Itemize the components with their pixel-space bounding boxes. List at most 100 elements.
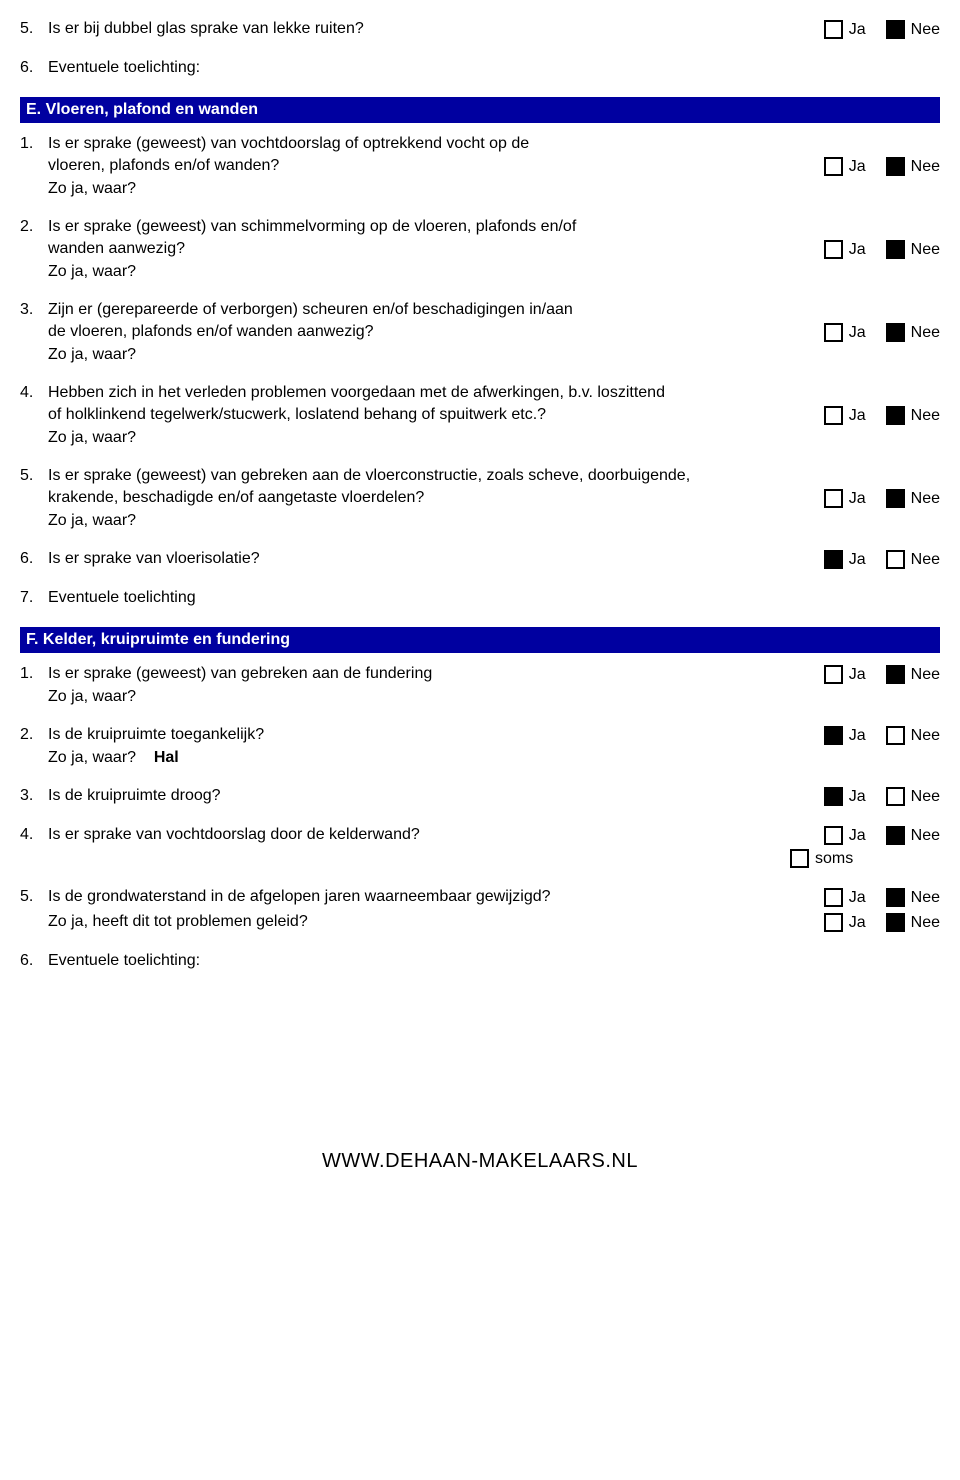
label-ja: Ja: [849, 551, 866, 569]
checkbox-nee[interactable]: [886, 665, 905, 684]
checkbox-ja[interactable]: [824, 826, 843, 845]
label-ja: Ja: [849, 666, 866, 684]
answer-checks: Ja Nee: [824, 826, 940, 845]
label-nee: Nee: [911, 666, 940, 684]
answer-checks: Ja Nee: [824, 550, 940, 569]
label-nee: Nee: [911, 241, 940, 259]
question-number: 4.: [20, 826, 48, 844]
question-text: Is de kruipruimte toegankelijk?: [48, 726, 824, 744]
checkbox-ja[interactable]: [824, 726, 843, 745]
checkbox-nee[interactable]: [886, 157, 905, 176]
answer-checks: Ja Nee: [824, 489, 940, 508]
checkbox-ja[interactable]: [824, 550, 843, 569]
label-ja: Ja: [849, 407, 866, 425]
question-d6: 6. Eventuele toelichting:: [20, 59, 940, 77]
question-text-line1: Is er sprake (geweest) van gebreken aan …: [48, 467, 940, 485]
label-nee: Nee: [911, 889, 940, 907]
question-sub: Zo ja, waar?: [20, 688, 940, 706]
label-nee: Nee: [911, 727, 940, 745]
answer-checks-soms: soms: [790, 849, 940, 868]
answer-checks: Ja Nee: [824, 726, 940, 745]
answer-checks: Ja Nee: [824, 240, 940, 259]
answer-checks: Ja Nee: [824, 665, 940, 684]
checkbox-ja[interactable]: [824, 323, 843, 342]
checkbox-nee[interactable]: [886, 550, 905, 569]
checkbox-ja[interactable]: [824, 157, 843, 176]
question-sub: Zo ja, waar?: [20, 180, 940, 198]
checkbox-nee[interactable]: [886, 787, 905, 806]
question-sub: Zo ja, waar?: [20, 429, 940, 447]
label-ja: Ja: [849, 324, 866, 342]
question-text-line1: Zijn er (gerepareerde of verborgen) sche…: [48, 301, 940, 319]
question-number: 1.: [20, 135, 48, 153]
section-header-e: E. Vloeren, plafond en wanden: [20, 97, 940, 123]
label-ja: Ja: [849, 21, 866, 39]
question-e6: 6. Is er sprake van vloerisolatie? Ja Ne…: [20, 550, 940, 569]
question-sub: Zo ja, waar?: [20, 512, 940, 530]
label-soms: soms: [815, 850, 853, 868]
question-number: 2.: [20, 218, 48, 236]
label-ja: Ja: [849, 827, 866, 845]
label-nee: Nee: [911, 551, 940, 569]
checkbox-ja[interactable]: [824, 240, 843, 259]
label-ja: Ja: [849, 788, 866, 806]
question-e3: 3. Zijn er (gerepareerde of verborgen) s…: [20, 301, 940, 364]
checkbox-nee[interactable]: [886, 406, 905, 425]
checkbox-ja[interactable]: [824, 489, 843, 508]
checkbox-ja[interactable]: [824, 888, 843, 907]
checkbox-ja[interactable]: [824, 913, 843, 932]
question-e5: 5. Is er sprake (geweest) van gebreken a…: [20, 467, 940, 530]
checkbox-ja[interactable]: [824, 20, 843, 39]
question-f4: 4. Is er sprake van vochtdoorslag door d…: [20, 826, 940, 868]
question-text-line2: krakende, beschadigde en/of aangetaste v…: [48, 489, 824, 507]
question-e1: 1. Is er sprake (geweest) van vochtdoors…: [20, 135, 940, 198]
question-d5: 5. Is er bij dubbel glas sprake van lekk…: [20, 20, 940, 39]
question-number: 5.: [20, 467, 48, 485]
question-text: Is er sprake (geweest) van gebreken aan …: [48, 665, 824, 683]
question-text-line1: Hebben zich in het verleden problemen vo…: [48, 384, 940, 402]
checkbox-nee[interactable]: [886, 20, 905, 39]
label-ja: Ja: [849, 490, 866, 508]
checkbox-nee[interactable]: [886, 240, 905, 259]
checkbox-nee[interactable]: [886, 888, 905, 907]
question-text: Eventuele toelichting: [48, 589, 940, 607]
sub-answer: Hal: [154, 749, 179, 766]
question-number: 3.: [20, 787, 48, 805]
answer-checks: Ja Nee: [824, 323, 940, 342]
question-number: 5.: [20, 888, 48, 906]
checkbox-nee[interactable]: [886, 826, 905, 845]
checkbox-ja[interactable]: [824, 665, 843, 684]
label-ja: Ja: [849, 914, 866, 932]
checkbox-ja[interactable]: [824, 406, 843, 425]
question-text-line2: vloeren, plafonds en/of wanden?: [48, 157, 824, 175]
question-number: 1.: [20, 665, 48, 683]
question-f6: 6. Eventuele toelichting:: [20, 952, 940, 970]
checkbox-nee[interactable]: [886, 913, 905, 932]
question-text: Is de grondwaterstand in de afgelopen ja…: [48, 888, 824, 906]
label-nee: Nee: [911, 407, 940, 425]
label-nee: Nee: [911, 490, 940, 508]
sub-label: Zo ja, waar?: [48, 749, 136, 766]
question-e2: 2. Is er sprake (geweest) van schimmelvo…: [20, 218, 940, 281]
question-e4: 4. Hebben zich in het verleden problemen…: [20, 384, 940, 447]
question-text: Is er sprake van vochtdoorslag door de k…: [48, 826, 824, 844]
answer-checks: Ja Nee: [824, 20, 940, 39]
checkbox-nee[interactable]: [886, 726, 905, 745]
question-number: 5.: [20, 20, 48, 38]
question-text: Is er bij dubbel glas sprake van lekke r…: [48, 20, 824, 38]
checkbox-nee[interactable]: [886, 489, 905, 508]
question-text-line2: de vloeren, plafonds en/of wanden aanwez…: [48, 323, 824, 341]
label-nee: Nee: [911, 827, 940, 845]
question-text: Is er sprake van vloerisolatie?: [48, 550, 824, 568]
question-text: Is de kruipruimte droog?: [48, 787, 824, 805]
question-text-line2: of holklinkend tegelwerk/stucwerk, losla…: [48, 406, 824, 424]
checkbox-ja[interactable]: [824, 787, 843, 806]
checkbox-soms[interactable]: [790, 849, 809, 868]
label-nee: Nee: [911, 914, 940, 932]
question-text-line2: wanden aanwezig?: [48, 240, 824, 258]
question-number: 6.: [20, 550, 48, 568]
answer-checks: Ja Nee: [824, 406, 940, 425]
question-number: 4.: [20, 384, 48, 402]
label-nee: Nee: [911, 21, 940, 39]
checkbox-nee[interactable]: [886, 323, 905, 342]
